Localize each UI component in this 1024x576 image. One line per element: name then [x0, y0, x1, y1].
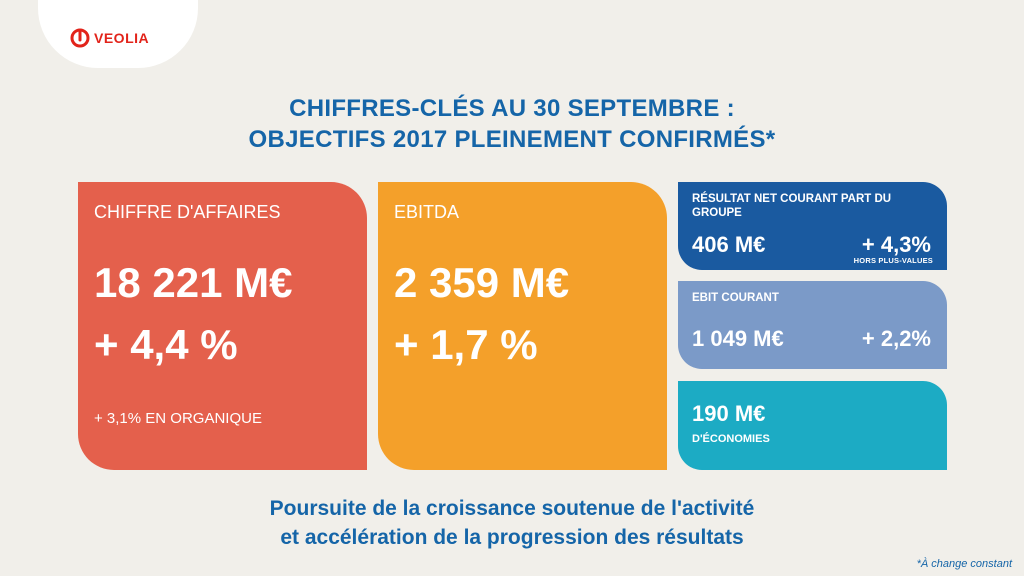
savings-value: 190 M€ — [692, 401, 766, 426]
net-income-value: 406 M€ — [692, 232, 766, 257]
ebitda-change: + 1,7 % — [394, 321, 538, 368]
savings-label: D'ÉCONOMIES — [692, 433, 770, 445]
title-line-2: OBJECTIFS 2017 PLEINEMENT CONFIRMÉS* — [248, 126, 776, 153]
tagline: Poursuite de la croissance soutenue de l… — [0, 494, 1024, 552]
ebitda-label: EBITDA — [394, 202, 460, 222]
tagline-line-2: et accélération de la progression des ré… — [280, 526, 744, 549]
ebit-value: 1 049 M€ — [692, 326, 784, 351]
veolia-logo-icon — [70, 28, 90, 48]
net-income-change: + 4,3% — [861, 232, 931, 257]
veolia-logo-text: VEOLIA — [94, 30, 150, 46]
revenue-organic: + 3,1% EN ORGANIQUE — [94, 410, 262, 427]
ebitda-value: 2 359 M€ — [394, 259, 570, 306]
net-income-note: HORS PLUS-VALUES — [853, 256, 933, 265]
tagline-line-1: Poursuite de la croissance soutenue de l… — [269, 497, 755, 520]
revenue-card: CHIFFRE D'AFFAIRES 18 221 M€ + 4,4 % + 3… — [78, 182, 367, 470]
logo-tab — [38, 0, 198, 68]
savings-card: 190 M€ D'ÉCONOMIES — [678, 381, 947, 470]
ebitda-card: EBITDA 2 359 M€ + 1,7 % — [378, 182, 667, 470]
page-title: CHIFFRES-CLÉS AU 30 SEPTEMBRE : OBJECTIF… — [0, 93, 1024, 155]
net-income-label: RÉSULTAT NET COURANT PART DU GROUPE — [692, 193, 892, 219]
ebit-label: EBIT COURANT — [692, 292, 779, 304]
net-income-card: RÉSULTAT NET COURANT PART DU GROUPE 406 … — [678, 182, 947, 270]
title-line-1: CHIFFRES-CLÉS AU 30 SEPTEMBRE : — [289, 95, 735, 122]
ebit-change: + 2,2% — [861, 326, 931, 351]
revenue-label: CHIFFRE D'AFFAIRES — [94, 202, 281, 222]
ebit-card: EBIT COURANT 1 049 M€ + 2,2% — [678, 281, 947, 369]
footnote: *À change constant — [916, 558, 1012, 570]
revenue-value: 18 221 M€ — [94, 259, 293, 306]
veolia-logo[interactable]: VEOLIA — [70, 28, 149, 48]
revenue-change: + 4,4 % — [94, 321, 238, 368]
